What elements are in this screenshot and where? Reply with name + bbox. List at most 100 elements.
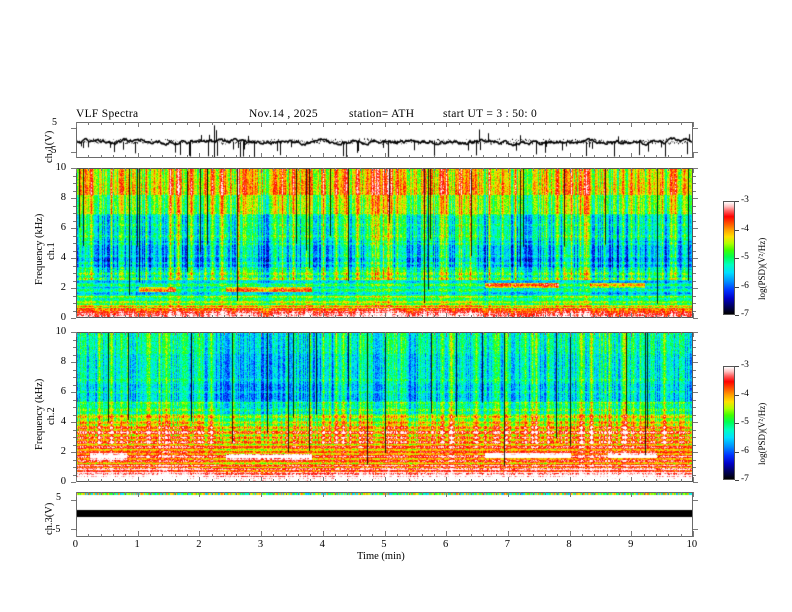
- xtick-minor: [396, 492, 398, 495]
- xtick-major: [507, 477, 509, 482]
- xtick-minor: [655, 332, 657, 335]
- xtick-major: [322, 492, 324, 497]
- xaxis-label: Time (min): [357, 551, 405, 562]
- xtick-minor: [544, 533, 546, 537]
- ch3-waveform-panel: [76, 492, 693, 537]
- xtick-minor: [285, 122, 287, 125]
- xtick-minor: [113, 122, 115, 125]
- xtick-minor: [594, 492, 596, 495]
- xtick-minor: [310, 168, 312, 171]
- ch1-ytick-minor-right: [693, 310, 696, 312]
- xtick-minor: [470, 315, 472, 318]
- xtick-minor: [273, 155, 275, 158]
- ch1-ytick-minor: [73, 190, 76, 192]
- xtick-major: [322, 531, 324, 537]
- xtick-minor: [594, 332, 596, 335]
- xtick-minor: [88, 332, 90, 335]
- xtick-minor: [236, 315, 238, 318]
- xtick-minor: [285, 533, 287, 537]
- xtick-major: [693, 332, 694, 337]
- xtick-minor: [643, 168, 645, 171]
- xtick-minor: [273, 332, 275, 335]
- xtick-minor: [174, 315, 176, 318]
- xtick-minor: [113, 315, 115, 318]
- colorbar-ch1-label: log(PSD)(V²/Hz): [757, 237, 767, 300]
- colorbar-ch1-tick-label-neg7: -7: [741, 309, 749, 319]
- xtick-minor: [273, 122, 275, 125]
- xtick-major: [631, 153, 633, 158]
- ch1-ytick-minor: [73, 235, 76, 237]
- ch2-ytick-minor-right: [693, 407, 696, 408]
- xtick-minor: [680, 492, 682, 495]
- xtick-major: [261, 332, 263, 337]
- ch2-ytick-label-8: 8: [60, 356, 67, 367]
- colorbar-ch2-tick: [735, 480, 739, 481]
- xtick-minor: [532, 168, 534, 171]
- xtick-minor: [433, 479, 435, 482]
- xtick-minor: [125, 492, 127, 495]
- xtick-major: [631, 332, 633, 337]
- xtick-minor: [211, 315, 213, 318]
- xtick-minor: [88, 492, 90, 495]
- xtick-minor: [483, 122, 485, 125]
- xtick-minor: [150, 155, 152, 158]
- xtick-minor: [174, 122, 176, 125]
- xtick-minor: [248, 315, 250, 318]
- xtick-minor: [125, 315, 127, 318]
- xtick-minor: [594, 479, 596, 482]
- xtick-minor: [187, 332, 189, 335]
- xtick-major: [76, 153, 77, 158]
- xtick-major: [322, 477, 324, 482]
- xtick-minor: [88, 168, 90, 171]
- xtick-minor: [557, 533, 559, 537]
- xtick-minor: [236, 155, 238, 158]
- xtick-minor: [335, 479, 337, 482]
- station-label: station= ATH: [349, 108, 415, 120]
- xtick-major: [507, 168, 509, 173]
- ch2-ytick-minor-right: [693, 339, 696, 341]
- ch1wave-ytick: [71, 151, 76, 153]
- xtick-major: [446, 477, 448, 482]
- xtick-major: [446, 492, 448, 497]
- xtick-major: [446, 313, 448, 318]
- xtick-major: [507, 531, 509, 537]
- ch1-waveform-panel: [76, 122, 693, 158]
- ch1-ytick-label-8: 8: [60, 192, 67, 203]
- xtick-major: [137, 153, 139, 158]
- xtick-minor: [211, 332, 213, 335]
- xtick-major: [137, 531, 139, 537]
- xtick-major: [507, 332, 509, 337]
- xtick-minor: [174, 155, 176, 158]
- xtick-minor: [544, 122, 546, 125]
- xtick-minor: [248, 533, 250, 537]
- xtick-minor: [347, 479, 349, 482]
- xtick-minor: [396, 122, 398, 125]
- xtick-minor: [150, 479, 152, 482]
- xtick-minor: [162, 155, 164, 158]
- colorbar-ch2-tick-label-neg5: -5: [741, 417, 749, 427]
- colorbar-ch2-tick: [735, 394, 739, 396]
- xtick-minor: [606, 492, 608, 495]
- ch1-ytick-minor-right: [693, 175, 696, 177]
- xtick-major: [569, 531, 571, 537]
- xtick-minor: [458, 315, 460, 318]
- xtick-minor: [236, 332, 238, 335]
- xtick-minor: [618, 332, 620, 335]
- xtick-minor: [248, 332, 250, 335]
- colorbar-ch1-tick-label-neg5: -5: [741, 252, 749, 262]
- xtick-minor: [421, 479, 423, 482]
- ch1-ytick-minor: [73, 205, 76, 207]
- xtick-minor: [174, 479, 176, 482]
- xtick-label-7: 7: [504, 539, 510, 550]
- xtick-minor: [643, 492, 645, 495]
- xtick-minor: [372, 315, 374, 318]
- xtick-minor: [409, 479, 411, 482]
- xtick-minor: [483, 332, 485, 335]
- xtick-minor: [100, 479, 102, 482]
- xtick-minor: [557, 122, 559, 125]
- xtick-minor: [335, 492, 337, 495]
- xtick-minor: [224, 315, 226, 318]
- ch1-ytick: [71, 318, 76, 319]
- ch1-ytick-minor-right: [693, 243, 696, 244]
- xtick-major: [384, 477, 386, 482]
